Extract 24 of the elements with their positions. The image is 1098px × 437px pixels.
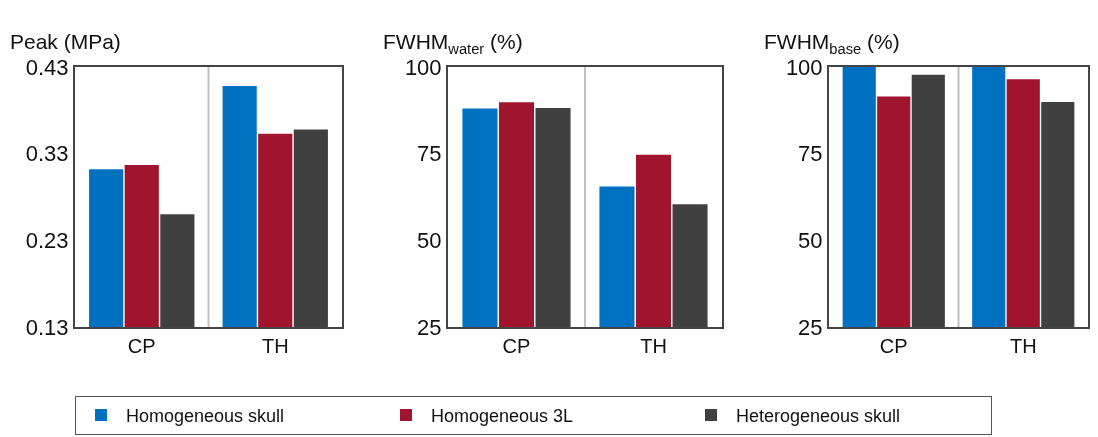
chart-title: Peak (MPa): [10, 30, 121, 54]
y-tick-label: 25: [417, 314, 442, 340]
y-tick-label: 0.43: [25, 54, 69, 80]
y-tick-label: 75: [417, 141, 442, 167]
chart-title: FWHM$_{water}$ (%): [383, 30, 523, 57]
legend-label: Heterogeneous skull: [736, 406, 901, 427]
x-tick-label: CP: [879, 335, 908, 357]
legend-label: Homogeneous 3L: [431, 406, 574, 427]
y-tick-label: 0.23: [25, 228, 69, 254]
legend-label: Homogeneous skull: [126, 406, 285, 427]
x-tick-label: TH: [640, 335, 667, 357]
x-tick-label: TH: [1009, 335, 1037, 357]
x-tick-label: CP: [127, 335, 156, 357]
chart-title: FWHM$_{base}$ (%): [764, 30, 900, 57]
y-tick-label: 0.33: [25, 141, 69, 167]
y-tick-label: 50: [798, 228, 823, 254]
y-tick-label: 100: [785, 54, 823, 80]
x-tick-label: CP: [502, 335, 531, 357]
y-tick-label: 25: [798, 314, 823, 340]
y-tick-label: 0.13: [25, 314, 69, 340]
x-tick-label: TH: [261, 335, 289, 357]
y-tick-label: 100: [404, 54, 442, 80]
y-tick-label: 50: [417, 228, 442, 254]
y-tick-label: 75: [798, 141, 823, 167]
